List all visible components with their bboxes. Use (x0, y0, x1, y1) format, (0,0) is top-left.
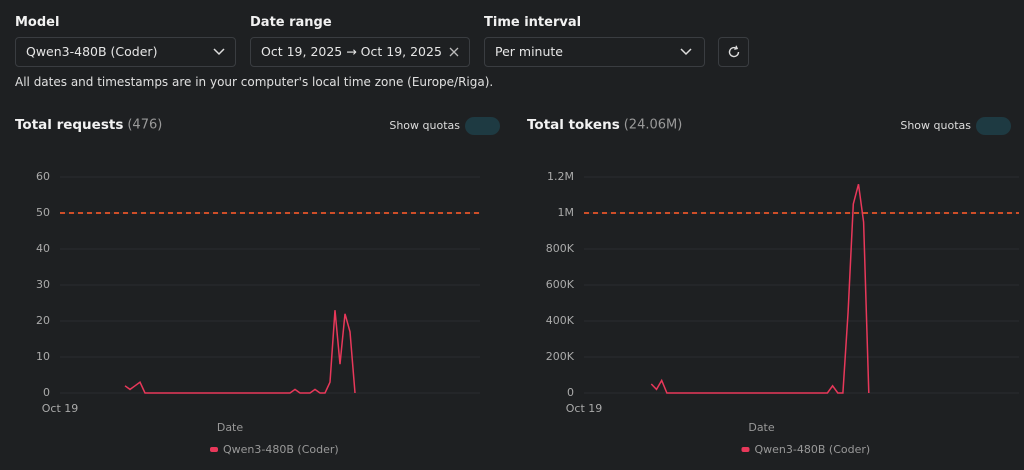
y-tick-label: 1.2M (547, 170, 574, 183)
interval-label: Time interval (484, 15, 582, 30)
model-label: Model (15, 15, 60, 30)
clear-icon[interactable] (449, 47, 459, 57)
model-select[interactable]: Qwen3-480B (Coder) (15, 37, 236, 67)
y-tick-label: 20 (36, 314, 50, 327)
model-value: Qwen3-480B (Coder) (26, 44, 158, 59)
chart-title: Total tokens (527, 117, 620, 133)
refresh-icon (728, 45, 740, 58)
y-tick-label: 600K (546, 278, 575, 291)
x-tick-label: Oct 19 (566, 402, 603, 415)
date-range-label: Date range (250, 15, 332, 30)
interval-value: Per minute (495, 44, 563, 59)
y-tick-label: 800K (546, 242, 575, 255)
x-tick-label: Oct 19 (42, 402, 79, 415)
y-tick-label: 30 (36, 278, 50, 291)
series-line (650, 184, 870, 394)
x-axis-label: Date (217, 421, 244, 434)
y-tick-label: 0 (567, 386, 574, 399)
chart-count: (476) (127, 118, 162, 133)
y-tick-label: 10 (36, 350, 50, 363)
refresh-button[interactable] (718, 37, 749, 67)
toggle-label: Show quotas (900, 119, 971, 132)
date-range-input[interactable]: Oct 19, 2025 → Oct 19, 2025 (250, 37, 470, 67)
y-tick-label: 0 (43, 386, 50, 399)
date-range-value: Oct 19, 2025 → Oct 19, 2025 (261, 44, 442, 59)
y-tick-label: 400K (546, 314, 575, 327)
chart-title: Total requests (15, 117, 123, 133)
chevron (213, 48, 225, 56)
legend-label: Qwen3-480B (Coder) (755, 443, 871, 456)
y-tick-label: 200K (546, 350, 575, 363)
y-tick-label: 50 (36, 206, 50, 219)
timezone-note: All dates and timestamps are in your com… (15, 75, 494, 89)
x-axis-label: Date (748, 421, 775, 434)
quota-toggle[interactable] (465, 117, 500, 135)
legend-swatch (210, 447, 218, 452)
chevron (680, 48, 692, 56)
interval-select[interactable]: Per minute (484, 37, 705, 67)
quota-toggle[interactable] (976, 117, 1011, 135)
y-tick-label: 1M (558, 206, 575, 219)
chart-count: (24.06M) (624, 118, 683, 133)
toggle-label: Show quotas (389, 119, 460, 132)
y-tick-label: 40 (36, 242, 50, 255)
series-line (124, 310, 356, 394)
legend-label: Qwen3-480B (Coder) (223, 443, 339, 456)
y-tick-label: 60 (36, 170, 50, 183)
legend-swatch (741, 447, 750, 452)
